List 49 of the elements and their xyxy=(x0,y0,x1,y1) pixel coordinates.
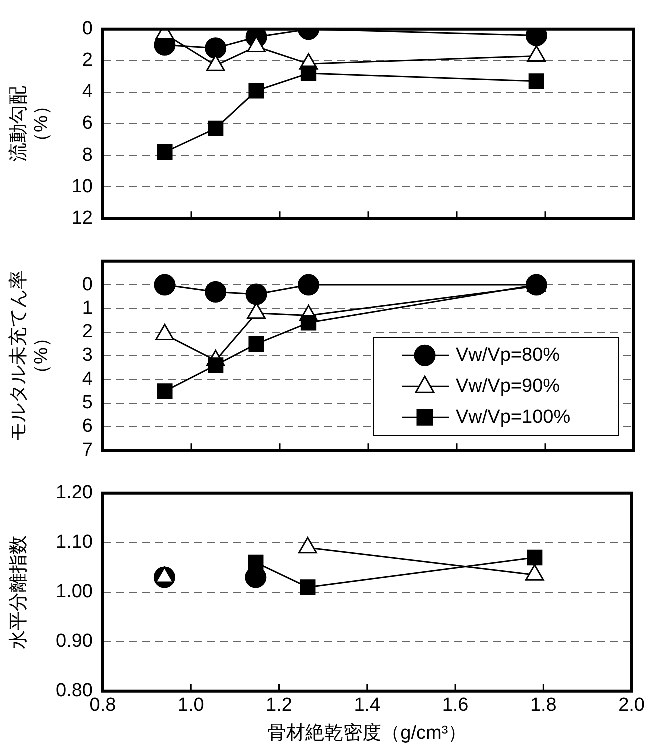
legend-label: Vw/Vp=80% xyxy=(456,344,560,366)
y-tick-label: 4 xyxy=(82,368,94,390)
point xyxy=(300,315,317,331)
y-tick-label: 10 xyxy=(72,176,93,198)
x-tick-label: 1.0 xyxy=(178,695,204,716)
x-tick-label: 1.2 xyxy=(266,695,292,716)
y-tick-label: 6 xyxy=(82,416,93,438)
x-tick-label: 1.4 xyxy=(354,695,382,716)
point xyxy=(528,74,544,90)
y-tick-label: 1 xyxy=(82,298,93,319)
x-axis-title: 骨材絶乾密度（g/cm³） xyxy=(268,722,468,744)
y-tick-label: 8 xyxy=(82,144,93,166)
point xyxy=(300,66,317,82)
y-tick-label: 2 xyxy=(82,50,93,72)
y-tick-label: 2 xyxy=(82,322,93,343)
point xyxy=(205,281,227,303)
x-tick-label: 1.6 xyxy=(442,695,469,716)
point xyxy=(300,580,316,596)
y-tick-label: 5 xyxy=(82,392,93,414)
y-axis-title: 水平分離指数 xyxy=(8,535,30,650)
point xyxy=(248,83,264,99)
y-tick-label: 1.20 xyxy=(56,482,93,504)
y-tick-label: 0 xyxy=(82,18,93,40)
point xyxy=(246,284,268,306)
point xyxy=(157,384,173,400)
legend-label: Vw/Vp=100% xyxy=(456,406,571,428)
point xyxy=(527,550,543,566)
point xyxy=(248,554,264,571)
y-axis-title: モルタル未充てん率（%） xyxy=(8,270,52,442)
y-tick-label: 1.00 xyxy=(56,582,93,603)
point xyxy=(157,144,173,160)
point xyxy=(205,38,227,60)
y-tick-label: 0 xyxy=(82,274,93,296)
y-tick-label: 6 xyxy=(82,113,93,134)
y-axis-title: 流動勾配（%） xyxy=(8,86,52,162)
x-tick-label: 1.8 xyxy=(530,695,557,716)
point xyxy=(154,274,176,296)
x-tick-label: 2.0 xyxy=(618,695,646,716)
y-tick-label: 12 xyxy=(72,208,93,229)
y-tick-label: 3 xyxy=(82,345,93,366)
y-tick-label: 7 xyxy=(82,440,93,461)
point xyxy=(298,274,320,296)
y-tick-label: 1.10 xyxy=(56,532,93,554)
y-tick-label: 4 xyxy=(82,82,94,103)
point xyxy=(248,336,264,352)
legend-label: Vw/Vp=90% xyxy=(456,376,560,397)
y-tick-label: 0.90 xyxy=(56,631,93,652)
point xyxy=(208,120,224,137)
x-tick-label: 0.8 xyxy=(90,695,116,716)
